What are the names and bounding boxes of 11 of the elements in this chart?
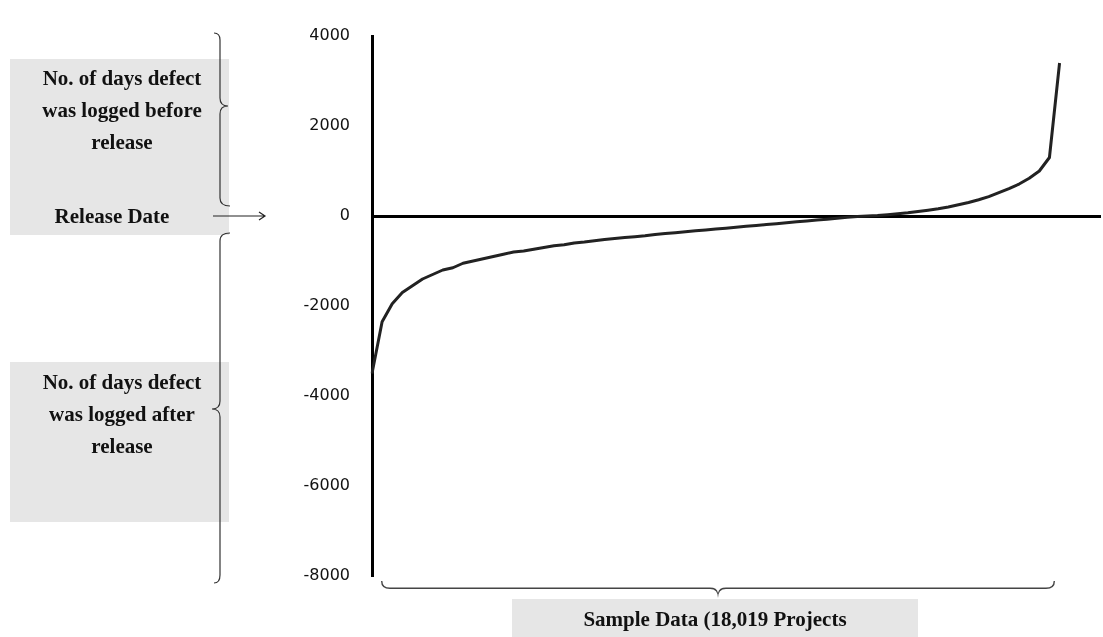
x-axis-title: Sample Data (18,019 Projects (582, 606, 848, 633)
y-tick-label: -4000 (303, 385, 350, 405)
text: No. of days defect was logged after release (41, 369, 203, 460)
y-tick-label: -8000 (303, 565, 350, 585)
y-tick-label: 0 (339, 205, 350, 225)
text: No. of days defect was logged before release (41, 65, 203, 156)
y-tick-label: 2000 (309, 115, 350, 135)
y-tick-label: 4000 (309, 25, 350, 45)
text: Release Date (53, 203, 171, 230)
y-tick-label: -2000 (303, 295, 350, 315)
y-tick-label: -6000 (303, 475, 350, 495)
